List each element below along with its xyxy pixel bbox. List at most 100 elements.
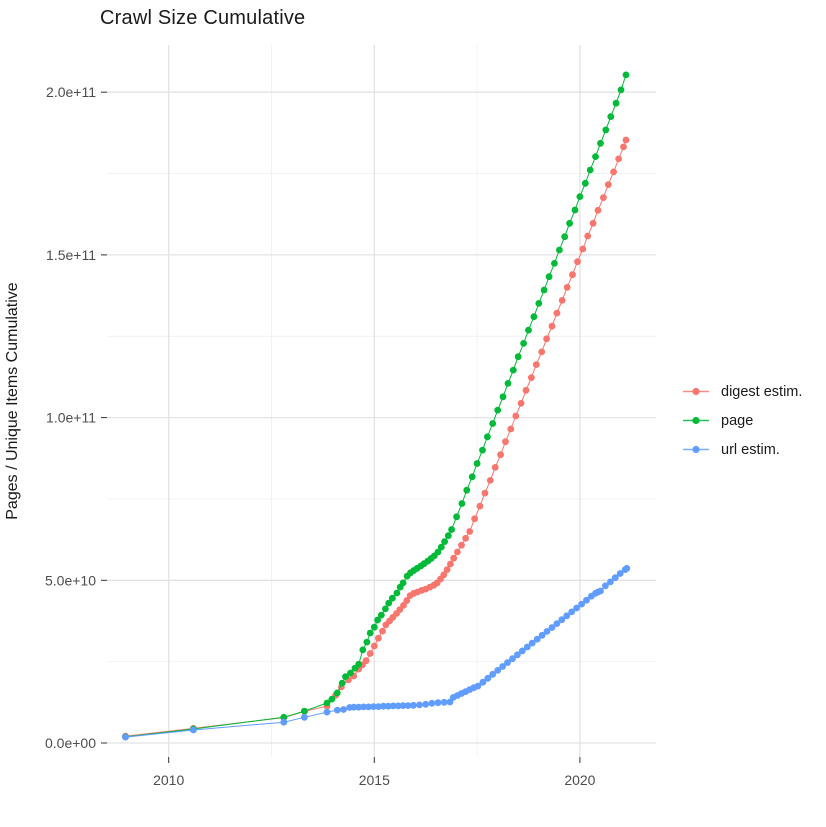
data-point-url-estim — [333, 706, 341, 714]
data-point-page — [617, 86, 625, 94]
data-point-page — [393, 589, 401, 597]
y-axis-title: Pages / Unique Items Cumulative — [4, 282, 21, 520]
data-point-page — [382, 605, 389, 613]
data-point-page — [374, 616, 381, 624]
data-point-page — [473, 460, 481, 467]
data-point-url-estim — [514, 651, 521, 659]
data-point-url-estim — [583, 596, 590, 604]
data-point-page — [301, 707, 308, 715]
data-point-url-estim — [360, 703, 367, 711]
data-point-digest-estim — [594, 206, 602, 214]
data-point-page — [540, 286, 548, 294]
y-tick-labels: 0.0e+00 5.0e+10 1.0e+11 1.5e+11 2.0e+11 — [45, 84, 96, 751]
y-tick-label: 0.0e+00 — [45, 735, 96, 751]
grid-minor — [107, 45, 656, 757]
axis-ticks — [101, 91, 581, 763]
data-point-page — [370, 623, 378, 631]
data-point-page — [444, 532, 452, 540]
data-point-url-estim — [499, 663, 506, 670]
x-tick-label: 2015 — [359, 772, 390, 788]
data-point-url-estim — [422, 700, 430, 708]
data-point-page — [489, 420, 497, 427]
data-point-page — [468, 473, 476, 481]
data-point-url-estim — [533, 635, 541, 643]
data-point-url-estim — [553, 620, 561, 627]
data-point-page — [437, 543, 445, 551]
data-point-url-estim — [523, 643, 531, 651]
data-point-url-estim — [416, 701, 423, 709]
data-point-page — [576, 193, 584, 201]
data-point-digest-estim — [512, 412, 520, 420]
data-point-digest-estim — [379, 627, 386, 635]
data-point-url-estim — [518, 647, 526, 655]
data-point-url-estim — [489, 670, 497, 678]
data-point-page — [586, 166, 594, 174]
data-point-url-estim — [474, 682, 482, 690]
legend-item: url estim. — [683, 435, 802, 464]
data-point-digest-estim — [370, 642, 378, 650]
y-tick-label: 1.5e+11 — [46, 247, 96, 263]
data-point-page — [355, 660, 363, 668]
data-point-page — [514, 353, 522, 361]
legend-item: digest estim. — [683, 377, 802, 406]
data-point-page — [434, 548, 442, 556]
data-point-digest-estim — [497, 451, 504, 459]
data-point-digest-estim — [403, 597, 411, 604]
x-tick-labels: 2010 2015 2020 — [153, 772, 596, 788]
data-point-digest-estim — [517, 399, 525, 407]
data-point-page — [323, 699, 331, 707]
data-point-digest-estim — [486, 477, 494, 484]
data-point-page — [561, 233, 569, 241]
data-point-url-estim — [504, 659, 511, 666]
data-point-digest-estim — [375, 634, 382, 642]
legend: digest estim. page url estim. — [683, 377, 802, 464]
data-point-url-estim — [484, 674, 492, 682]
data-point-page — [566, 219, 573, 227]
data-point-digest-estim — [563, 284, 571, 291]
data-point-digest-estim — [491, 464, 499, 471]
data-point-page — [342, 673, 349, 680]
data-point-digest-estim — [471, 515, 478, 523]
data-point-url-estim — [340, 706, 347, 713]
data-point-digest-estim — [543, 335, 550, 343]
legend-key-icon — [683, 416, 709, 425]
data-point-url-estim — [440, 698, 448, 706]
data-point-url-estim — [548, 624, 556, 631]
data-point-url-estim — [528, 639, 536, 647]
data-point-page — [453, 513, 460, 521]
data-point-digest-estim — [538, 348, 546, 356]
data-point-page — [280, 713, 288, 721]
data-point-digest-estim — [458, 541, 465, 549]
data-point-page — [328, 695, 336, 703]
data-point-page — [607, 113, 615, 120]
data-point-page — [525, 326, 532, 334]
data-point-digest-estim — [400, 602, 407, 609]
data-point-page — [448, 526, 455, 533]
data-point-digest-estim — [589, 219, 597, 227]
data-point-url-estim — [375, 703, 382, 710]
data-point-page — [463, 486, 471, 494]
data-point-page — [602, 126, 610, 134]
data-point-page — [535, 300, 543, 307]
data-point-url-estim — [280, 718, 288, 726]
data-point-url-estim — [434, 699, 442, 707]
data-point-url-estim — [578, 600, 585, 608]
data-point-page — [479, 446, 486, 454]
data-point-url-estim — [543, 628, 551, 635]
series-page — [122, 71, 630, 741]
data-point-digest-estim — [548, 322, 556, 330]
data-point-url-estim — [399, 702, 407, 709]
data-point-page — [545, 273, 553, 281]
data-point-url-estim — [558, 616, 566, 624]
data-point-digest-estim — [522, 386, 530, 394]
data-point-page — [509, 366, 517, 374]
data-point-page — [622, 71, 630, 79]
data-point-url-estim — [350, 703, 358, 711]
data-point-page — [484, 433, 491, 441]
data-point-url-estim — [611, 574, 619, 582]
data-point-url-estim — [323, 708, 331, 716]
data-point-page — [504, 380, 512, 387]
data-point-page — [530, 313, 538, 321]
legend-label: page — [721, 412, 754, 429]
